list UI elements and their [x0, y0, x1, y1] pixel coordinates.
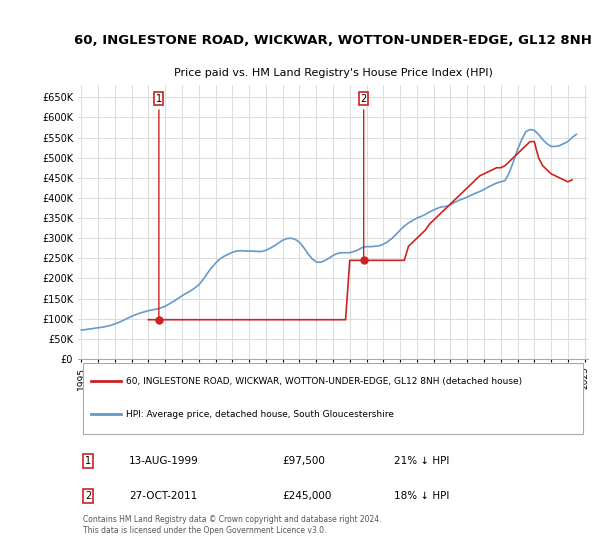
Text: £245,000: £245,000	[282, 491, 331, 501]
Text: 13-AUG-1999: 13-AUG-1999	[129, 456, 199, 466]
Text: 60, INGLESTONE ROAD, WICKWAR, WOTTON-UNDER-EDGE, GL12 8NH (detached house): 60, INGLESTONE ROAD, WICKWAR, WOTTON-UND…	[127, 376, 523, 386]
FancyBboxPatch shape	[83, 363, 583, 434]
Text: 1: 1	[85, 456, 91, 466]
Text: 2: 2	[361, 94, 367, 104]
Text: £97,500: £97,500	[282, 456, 325, 466]
Text: 18% ↓ HPI: 18% ↓ HPI	[394, 491, 449, 501]
Text: 27-OCT-2011: 27-OCT-2011	[129, 491, 197, 501]
Text: HPI: Average price, detached house, South Gloucestershire: HPI: Average price, detached house, Sout…	[127, 410, 394, 419]
Text: Contains HM Land Registry data © Crown copyright and database right 2024.
This d: Contains HM Land Registry data © Crown c…	[83, 515, 382, 535]
Text: Price paid vs. HM Land Registry's House Price Index (HPI): Price paid vs. HM Land Registry's House …	[173, 68, 493, 78]
Text: 60, INGLESTONE ROAD, WICKWAR, WOTTON-UNDER-EDGE, GL12 8NH: 60, INGLESTONE ROAD, WICKWAR, WOTTON-UND…	[74, 34, 592, 47]
Text: 2: 2	[85, 491, 91, 501]
Text: 21% ↓ HPI: 21% ↓ HPI	[394, 456, 449, 466]
Text: 1: 1	[156, 94, 162, 104]
